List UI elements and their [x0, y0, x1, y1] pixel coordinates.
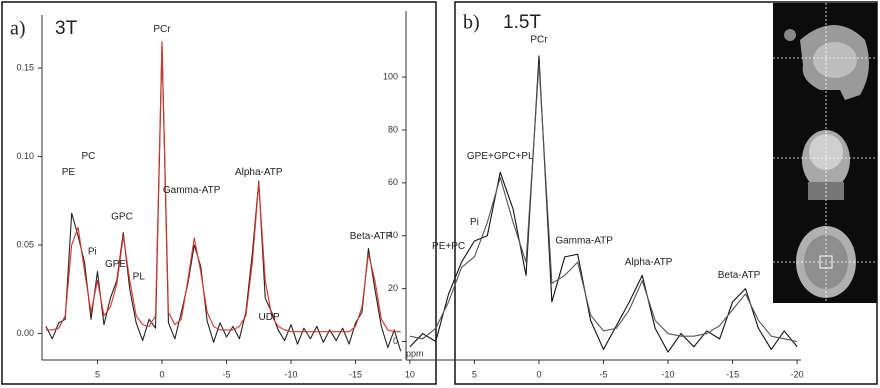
- peak-label: GPE: [105, 259, 126, 270]
- peak-label: GPE+GPC+PL: [467, 151, 534, 162]
- peak-label: PE: [62, 167, 76, 178]
- y-tick-label: 0.10: [16, 151, 34, 161]
- peak-label: GPC: [111, 211, 133, 222]
- x-tick-label: -15: [349, 369, 362, 379]
- y-tick-label: 40: [388, 230, 398, 240]
- y-tick-label: 20: [388, 283, 398, 293]
- y-tick-label: 0.15: [16, 62, 34, 72]
- peak-label: UDP: [259, 312, 280, 323]
- x-tick-label: -15: [726, 369, 739, 379]
- panel-title: 3T: [55, 18, 78, 39]
- y-tick-label: 0.05: [16, 239, 34, 249]
- x-tick-label: 10: [405, 369, 415, 379]
- peak-label: PCr: [530, 35, 548, 46]
- y-tick-label: 0: [393, 336, 398, 346]
- x-tick-label: -10: [285, 369, 298, 379]
- peak-label: Pi: [470, 217, 479, 228]
- x-tick-label: -5: [223, 369, 231, 379]
- figure: a) 3T 0.00 0.05 0.10 0.15 5 0 -5 -10 -15 ppm PCr PE PC…: [0, 0, 880, 388]
- peak-label: Alpha-ATP: [625, 257, 673, 268]
- peak-label: PC: [81, 151, 95, 162]
- x-tick-label: 5: [472, 369, 477, 379]
- peak-label: PL: [133, 271, 146, 282]
- y-tick-label: 0.00: [16, 328, 34, 338]
- x-axis-label: ppm: [406, 348, 424, 358]
- peak-label: Beta-ATP: [718, 270, 761, 281]
- panel-label: a): [10, 18, 26, 40]
- peak-label: PE+PC: [432, 241, 465, 252]
- y-tick-label: 100: [383, 71, 398, 81]
- x-tick-label: 5: [95, 369, 100, 379]
- panel-title: 1.5T: [503, 12, 541, 33]
- x-tick-label: 0: [536, 369, 541, 379]
- peak-label: Gamma-ATP: [555, 236, 613, 247]
- x-tick-label: -10: [662, 369, 675, 379]
- peak-label: Beta-ATP: [350, 231, 393, 242]
- peak-label: Pi: [88, 247, 97, 258]
- peak-label: Gamma-ATP: [163, 185, 221, 196]
- y-tick-label: 80: [388, 124, 398, 134]
- y-tick-label: 60: [388, 177, 398, 187]
- x-tick-label: 0: [159, 369, 164, 379]
- mri-inset: [773, 3, 877, 303]
- x-tick-label: -20: [791, 369, 804, 379]
- panel-label: b): [463, 12, 480, 34]
- peak-label: PCr: [153, 24, 171, 35]
- x-tick-label: -5: [599, 369, 607, 379]
- peak-label: Alpha-ATP: [235, 167, 283, 178]
